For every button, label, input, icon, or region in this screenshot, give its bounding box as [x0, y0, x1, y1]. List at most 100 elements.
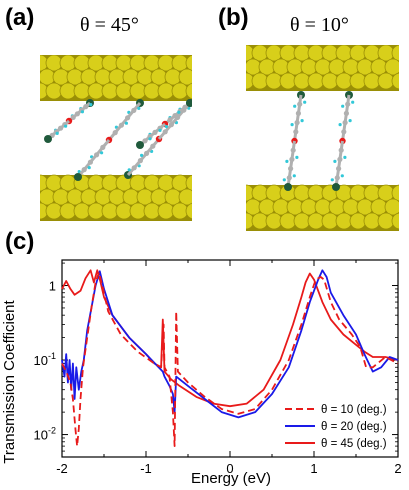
molecular-junction-10deg: [246, 45, 399, 231]
angle-label-a: θ = 45°: [80, 14, 139, 36]
y-tick-label: 10-2: [34, 426, 56, 443]
angle-label-b: θ = 10°: [290, 14, 349, 36]
series-line-1: [61, 269, 399, 419]
sulfur-atom: [74, 173, 82, 181]
hydrogen-atom: [177, 110, 181, 114]
hydrogen-atom: [285, 159, 289, 163]
gold-electrode-bottom: [246, 184, 399, 231]
gold-atom: [45, 55, 63, 72]
gold-atom: [384, 198, 399, 216]
chart-legend: θ = 10 (deg.) θ = 20 (deg.) θ = 45 (deg.): [285, 404, 387, 450]
panel-label-c: (c): [5, 228, 35, 255]
gold-atom: [87, 202, 105, 220]
hydrogen-atom: [55, 131, 59, 135]
gold-atom: [59, 174, 77, 192]
molecule-3: [136, 99, 192, 149]
sulfur-atom: [136, 141, 144, 149]
gold-atom: [80, 68, 98, 86]
series-line-0: [61, 271, 399, 447]
gold-atom: [59, 202, 77, 220]
gold-electrode-bottom: [40, 174, 192, 221]
hydrogen-atom: [341, 104, 345, 108]
gold-atom: [94, 68, 112, 86]
hydrogen-atom: [87, 166, 91, 170]
legend-label: θ = 10 (deg.): [321, 404, 387, 416]
hydrogen-atom: [100, 151, 104, 155]
hydrogen-atom: [164, 125, 168, 129]
hydrogen-atom: [140, 153, 144, 157]
gold-atom: [391, 72, 399, 90]
hydrogen-atom: [293, 104, 297, 108]
hydrogen-atom: [282, 178, 286, 182]
hydrogen-atom: [148, 137, 152, 141]
hydrogen-atom: [124, 121, 128, 125]
sulfur-atom: [44, 135, 52, 143]
molecule-4: [124, 99, 192, 179]
legend-label: θ = 20 (deg.): [321, 421, 387, 433]
hydrogen-atom: [158, 128, 162, 132]
gold-atom: [391, 212, 399, 230]
panel-label-a: (a): [5, 4, 35, 31]
hydrogen-atom: [127, 168, 131, 172]
x-tick-label: 2: [394, 461, 401, 476]
gold-atom: [73, 55, 91, 72]
sulfur-atom: [284, 183, 292, 191]
gold-atom: [73, 202, 91, 220]
molecule-1: [44, 99, 94, 143]
gold-atom: [45, 82, 63, 100]
x-tick-label: -1: [140, 461, 152, 476]
gold-atom: [52, 68, 70, 86]
gold-atom: [73, 82, 91, 100]
x-tick-label: 1: [310, 461, 317, 476]
x-tick-label: -2: [56, 461, 68, 476]
gold-electrode-top: [246, 45, 399, 91]
hydrogen-atom: [300, 119, 304, 123]
molecule-1: [282, 91, 307, 191]
gold-atom: [59, 55, 77, 72]
series-line-2: [61, 269, 399, 408]
legend-label: θ = 45 (deg.): [321, 438, 387, 450]
x-axis-label: Energy (eV): [191, 470, 271, 487]
hydrogen-atom: [343, 155, 347, 159]
gold-atom: [101, 82, 119, 100]
gold-atom: [45, 174, 63, 192]
hydrogen-atom: [338, 123, 342, 127]
x-tick-label: 0: [226, 461, 233, 476]
hydrogen-atom: [295, 155, 299, 159]
transmission-chart: Transmission Coefficient Energy (eV) θ =…: [1, 259, 402, 487]
gold-atom: [94, 188, 112, 206]
gold-atom: [80, 188, 98, 206]
gold-atom: [391, 184, 399, 202]
hydrogen-atom: [292, 174, 296, 178]
y-axis-label: Transmission Coefficient: [1, 299, 18, 463]
hydrogen-atom: [80, 110, 84, 114]
gold-atom: [185, 82, 192, 100]
hydrogen-atom: [137, 106, 141, 110]
gold-atom: [178, 68, 192, 86]
sulfur-atom: [186, 99, 192, 107]
gold-atom: [391, 45, 399, 62]
gold-atom: [101, 55, 119, 72]
gold-atom: [101, 202, 119, 220]
gold-atom: [185, 174, 192, 192]
gold-atom: [185, 202, 192, 220]
gold-atom: [108, 188, 126, 206]
y-tick-label: 10-1: [34, 351, 56, 368]
gold-atom: [87, 55, 105, 72]
gold-atom: [101, 174, 119, 192]
hydrogen-atom: [333, 159, 337, 163]
gold-atom: [66, 68, 84, 86]
molecule-2: [74, 99, 144, 181]
hydrogen-atom: [303, 100, 307, 104]
gold-atom: [87, 174, 105, 192]
gold-electrode-top: [40, 55, 192, 101]
gold-atom: [59, 82, 77, 100]
hydrogen-atom: [290, 123, 294, 127]
gold-atom: [108, 68, 126, 86]
gold-atom: [52, 188, 70, 206]
gold-atom: [384, 58, 399, 76]
hydrogen-atom: [330, 178, 334, 182]
hydrogen-atom: [348, 119, 352, 123]
molecule-2: [330, 91, 355, 191]
y-tick-label: 1: [49, 279, 56, 294]
